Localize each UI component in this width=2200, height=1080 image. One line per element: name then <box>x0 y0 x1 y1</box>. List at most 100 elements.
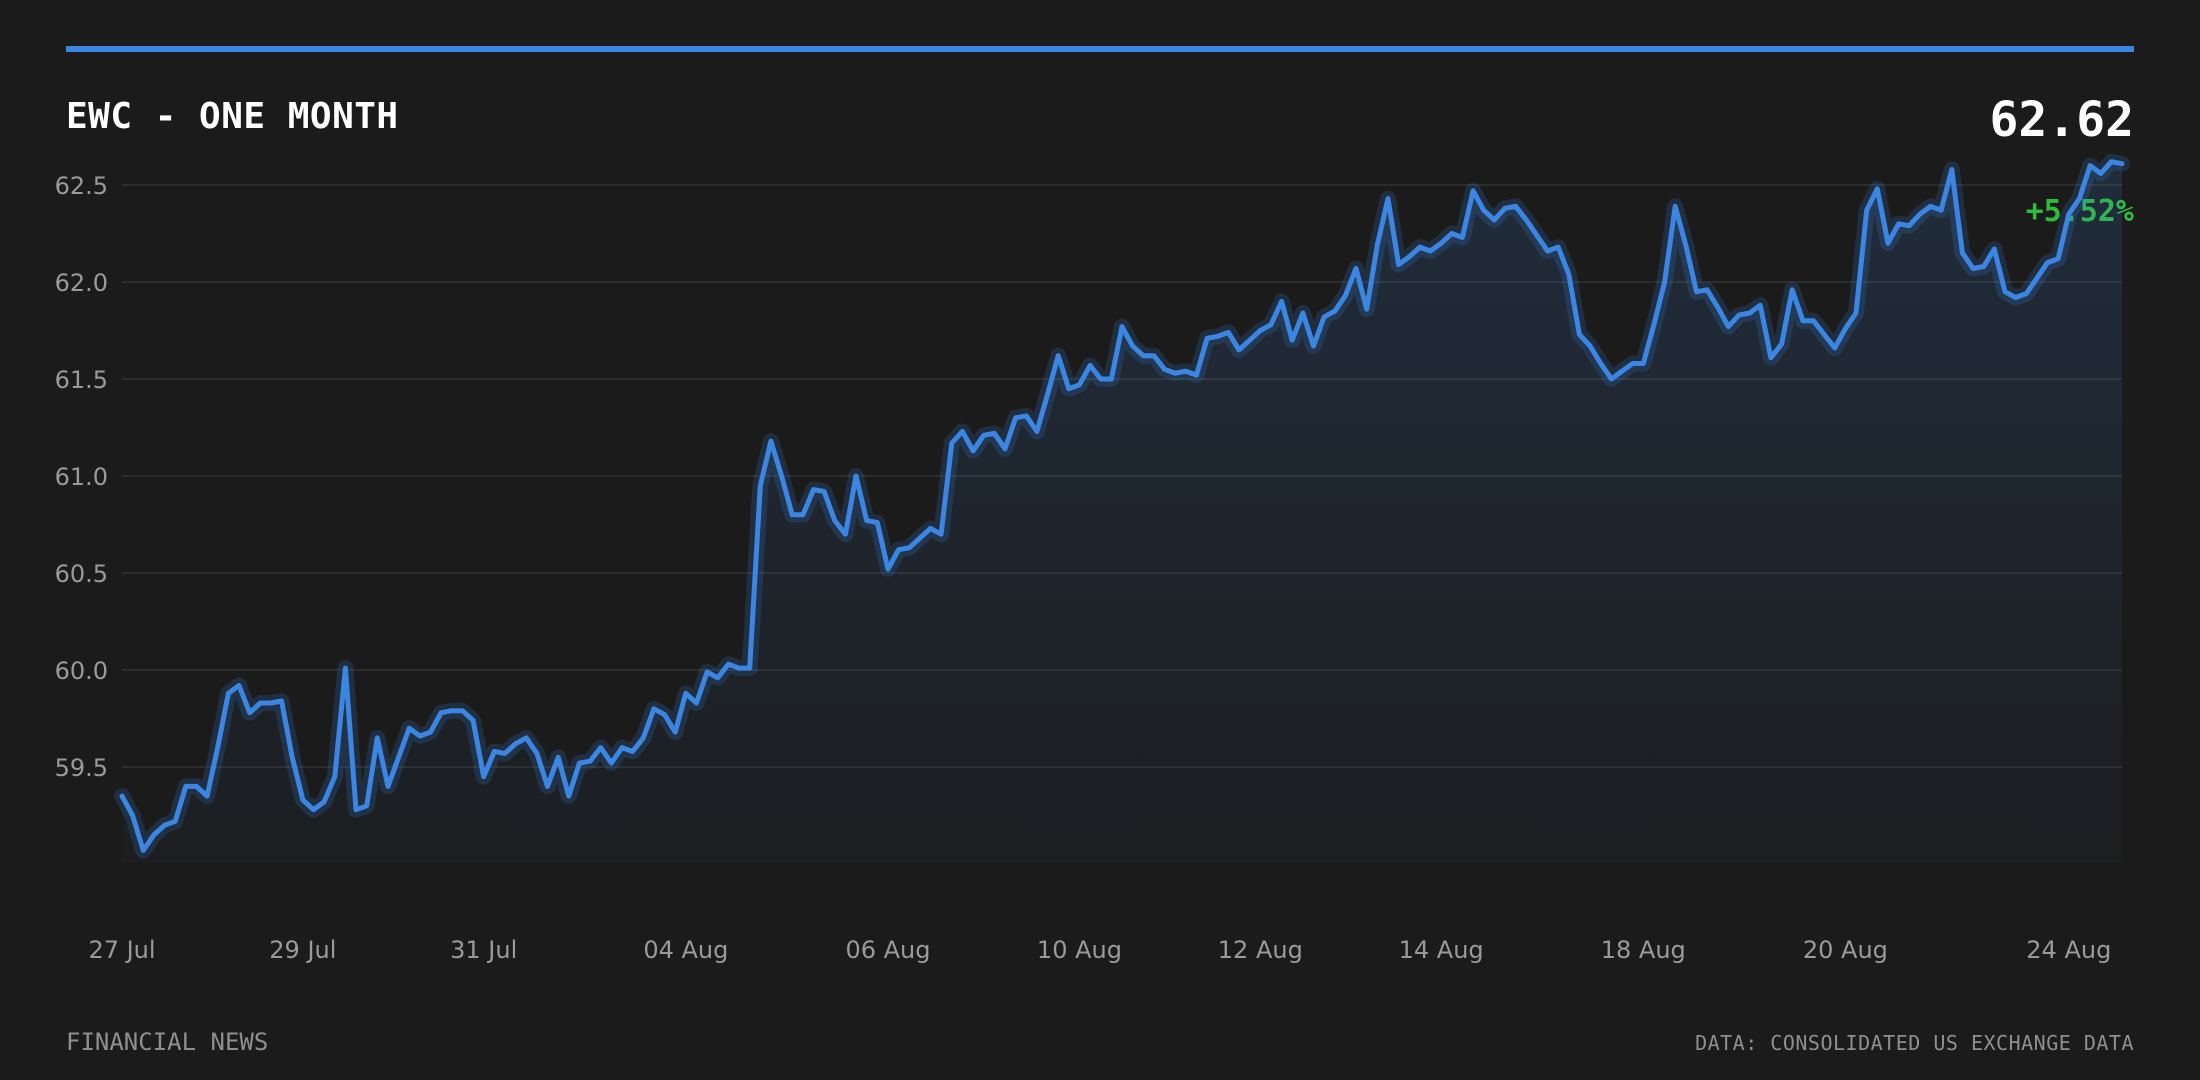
data-point <box>1651 322 1656 327</box>
data-point <box>1077 382 1082 387</box>
data-point <box>322 799 327 804</box>
data-point <box>130 813 135 818</box>
data-point <box>1045 392 1050 397</box>
y-tick-label: 60.0 <box>55 657 108 685</box>
data-point <box>1566 272 1571 277</box>
data-point <box>609 761 614 766</box>
data-point <box>332 774 337 779</box>
data-point <box>1439 241 1444 246</box>
y-axis-ticks: 59.5 60.0 60.5 61.0 61.5 62.0 62.5 <box>55 172 108 782</box>
data-point <box>120 794 125 799</box>
data-point <box>1917 212 1922 217</box>
data-point <box>439 710 444 715</box>
data-point <box>662 712 667 717</box>
data-point <box>1609 377 1614 382</box>
x-tick-label: 14 Aug <box>1399 936 1484 964</box>
data-point <box>2077 196 2082 201</box>
data-point <box>375 735 380 740</box>
data-point <box>907 545 912 550</box>
data-point <box>673 730 678 735</box>
data-point <box>428 730 433 735</box>
data-point <box>2003 289 2008 294</box>
data-point <box>1992 247 1997 252</box>
data-point <box>2109 159 2114 164</box>
data-point <box>651 706 656 711</box>
data-point <box>141 848 146 853</box>
data-point <box>268 701 273 706</box>
data-point <box>1620 369 1625 374</box>
data-point <box>875 520 880 525</box>
data-point <box>471 718 476 723</box>
data-point <box>1864 208 1869 213</box>
data-point <box>2024 291 2029 296</box>
data-point <box>2098 171 2103 176</box>
data-point <box>2066 212 2071 217</box>
data-point <box>641 735 646 740</box>
data-point <box>1120 324 1125 329</box>
data-point <box>524 735 529 740</box>
data-point <box>715 675 720 680</box>
data-point <box>247 710 252 715</box>
data-point <box>1375 243 1380 248</box>
data-point <box>577 761 582 766</box>
data-point <box>854 474 859 479</box>
data-point <box>737 666 742 671</box>
data-point <box>1194 373 1199 378</box>
data-point <box>1460 235 1465 240</box>
data-point <box>1013 415 1018 420</box>
data-point <box>1534 233 1539 238</box>
data-point <box>1577 332 1582 337</box>
x-axis-ticks: 27 Jul 29 Jul 31 Jul 04 Aug 06 Aug 10 Aug 12 A… <box>88 936 2111 964</box>
data-point <box>1396 262 1401 267</box>
data-point <box>1492 217 1497 222</box>
data-point <box>971 448 976 453</box>
data-point <box>683 691 688 696</box>
data-point <box>237 683 242 688</box>
data-point <box>2013 295 2018 300</box>
data-point <box>1737 313 1742 318</box>
data-point <box>556 755 561 760</box>
data-point <box>1109 377 1114 382</box>
data-point <box>1215 334 1220 339</box>
data-point <box>705 669 710 674</box>
data-point <box>1471 188 1476 193</box>
data-point <box>917 536 922 541</box>
data-point <box>864 518 869 523</box>
data-point <box>162 823 167 828</box>
data-point <box>620 745 625 750</box>
data-point <box>1832 346 1837 351</box>
data-point <box>790 512 795 517</box>
data-point <box>598 745 603 750</box>
data-point <box>1237 347 1242 352</box>
data-point <box>800 512 805 517</box>
data-point <box>2056 256 2061 261</box>
data-point <box>1843 326 1848 331</box>
data-point <box>1545 249 1550 254</box>
source-credit: FINANCIAL NEWS <box>66 1028 269 1056</box>
data-point <box>992 431 997 436</box>
data-point <box>886 567 891 572</box>
data-point <box>896 547 901 552</box>
data-point <box>1034 429 1039 434</box>
data-point <box>396 755 401 760</box>
data-point <box>407 726 412 731</box>
data-source-note: DATA: CONSOLIDATED US EXCHANGE DATA <box>1695 1031 2134 1055</box>
data-point <box>1726 324 1731 329</box>
data-point <box>1226 330 1231 335</box>
data-point <box>1854 311 1859 316</box>
data-point <box>1151 353 1156 358</box>
data-point <box>939 532 944 537</box>
data-point <box>768 439 773 444</box>
data-point <box>1875 186 1880 191</box>
y-tick-label: 62.5 <box>55 172 108 200</box>
data-point <box>779 474 784 479</box>
x-tick-label: 24 Aug <box>2026 936 2111 964</box>
data-point <box>386 784 391 789</box>
data-point <box>449 708 454 713</box>
data-point <box>481 774 486 779</box>
data-point <box>513 741 518 746</box>
data-point <box>545 784 550 789</box>
data-point <box>1428 249 1433 254</box>
data-point <box>1822 332 1827 337</box>
